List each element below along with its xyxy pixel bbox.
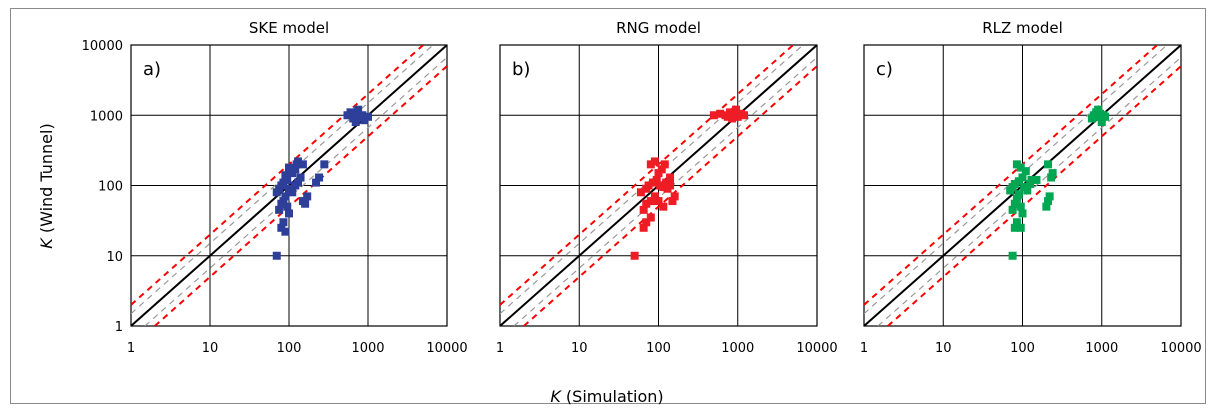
data-point: [301, 200, 309, 208]
factor2-lower-line: [155, 66, 447, 326]
y-tick-label: 10000: [82, 39, 123, 54]
data-point: [297, 173, 305, 181]
x-tick-label: 1000: [721, 341, 754, 356]
data-point: [364, 113, 372, 121]
panel-title: RLZ model: [982, 19, 1063, 37]
panel-letter: a): [143, 59, 161, 80]
panel-3: 1 10 100 1000 10000 RLZ model c): [860, 19, 1202, 356]
data-point: [671, 192, 679, 200]
data-point: [1101, 113, 1109, 121]
data-point: [659, 203, 667, 211]
data-point: [1009, 252, 1017, 260]
data-point: [283, 203, 291, 211]
y-tick-label: 1000: [90, 109, 123, 124]
x-tick-label: 1000: [351, 341, 384, 356]
y-axis-label: K (Wind Tunnel): [37, 123, 56, 248]
data-point: [647, 160, 655, 168]
x-tick-label: 10: [935, 341, 952, 356]
data-point: [732, 106, 740, 114]
data-point: [1046, 192, 1054, 200]
data-point: [315, 173, 323, 181]
y-tick-label: 10: [106, 250, 123, 265]
data-point: [1088, 114, 1096, 122]
data-point: [294, 157, 302, 165]
data-point: [647, 214, 655, 222]
data-point: [1094, 106, 1102, 114]
data-point: [631, 252, 639, 260]
x-tick-label: 1: [860, 341, 868, 356]
panel-letter: b): [512, 59, 530, 80]
data-point: [1017, 224, 1025, 232]
x-tick-label: 1: [127, 341, 135, 356]
x-tick-label: 1000: [1085, 341, 1118, 356]
data-point: [1032, 176, 1040, 184]
data-point: [1049, 169, 1057, 177]
data-point: [1015, 190, 1023, 198]
data-point: [666, 173, 674, 181]
x-axis-label: K (Simulation): [550, 387, 663, 406]
data-points: [1006, 106, 1109, 260]
x-tick-label: 10: [202, 341, 219, 356]
data-point: [279, 218, 287, 226]
x-tick-label: 100: [277, 341, 302, 356]
x-tick-label: 100: [1010, 341, 1035, 356]
data-point: [1013, 160, 1021, 168]
data-point: [1044, 160, 1052, 168]
data-point: [285, 209, 293, 217]
data-point: [281, 171, 289, 179]
panel-2: 1 10 100 1000 10000 RNG model b): [496, 19, 838, 356]
x-tick-label: 1: [496, 341, 504, 356]
panel-title: RNG model: [616, 19, 701, 37]
x-tick-label: 10: [571, 341, 588, 356]
data-point: [666, 182, 674, 190]
data-point: [1019, 209, 1027, 217]
data-point: [1017, 203, 1025, 211]
factor2-lower-line: [524, 66, 817, 326]
x-tick-label: 100: [646, 341, 671, 356]
x-tick-label: 10000: [426, 341, 467, 356]
data-point: [303, 192, 311, 200]
data-points: [273, 106, 372, 260]
y-tick-label: 100: [98, 180, 123, 195]
data-point: [281, 192, 289, 200]
data-point: [320, 160, 328, 168]
panel-title: SKE model: [249, 19, 329, 37]
panel-1: 1 10 100 1000 10000 1 10 100 1000 10000 SKE model a…: [82, 19, 468, 356]
data-points: [631, 106, 748, 260]
data-point: [273, 252, 281, 260]
x-tick-label: 10000: [796, 341, 837, 356]
factor2-lower-line: [888, 66, 1181, 326]
data-point: [740, 111, 748, 119]
x-tick-label: 10000: [1160, 341, 1201, 356]
data-point: [281, 228, 289, 236]
data-point: [724, 113, 732, 121]
data-point: [352, 118, 360, 126]
data-point: [288, 188, 296, 196]
factor2-upper-line: [864, 45, 1157, 305]
data-point: [661, 160, 669, 168]
panel-letter: c): [876, 59, 893, 80]
data-point: [285, 164, 293, 172]
factor2-upper-line: [131, 45, 423, 305]
y-tick-label: 1: [115, 320, 123, 335]
factor2-upper-line: [500, 45, 793, 305]
